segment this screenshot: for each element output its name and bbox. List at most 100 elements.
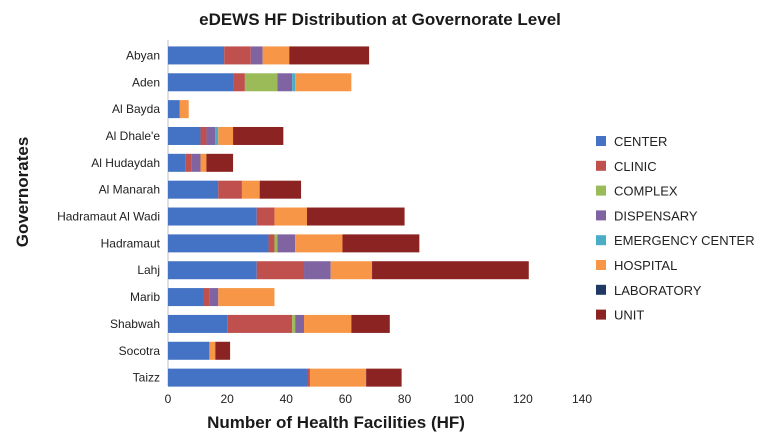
bar-al-manarah-unit (259, 180, 302, 199)
bar-lahj-hospital (330, 261, 373, 280)
bar-abyan-center (168, 46, 225, 65)
category-label-al-bayda: Al Bayda (112, 102, 160, 116)
bar-al-hudaydah-unit (206, 153, 234, 172)
x-tick-40: 40 (280, 392, 294, 406)
bar-al-bayda-hospital (179, 100, 189, 119)
legend-label-complex: COMPLEX (614, 184, 678, 199)
bar-al-hudaydah-clinic (185, 153, 192, 172)
category-label-abyan: Abyan (126, 48, 160, 62)
legend-swatch-hospital (596, 260, 606, 270)
bar-abyan-unit (289, 46, 370, 65)
bar-hadramaut-hospital (295, 234, 343, 253)
legend-label-laboratory: LABORATORY (614, 283, 702, 298)
x-tick-60: 60 (339, 392, 353, 406)
category-label-al-hudaydah: Al Hudaydah (91, 156, 160, 170)
bar-aden-hospital (295, 73, 352, 92)
bar-hadramaut-al-wadi-hospital (274, 207, 307, 226)
bar-hadramaut-unit (342, 234, 420, 253)
bar-hadramaut-center (168, 234, 269, 253)
legend-swatch-clinic (596, 160, 606, 171)
x-axis-title: Number of Health Facilities (HF) (207, 413, 465, 432)
bar-aden-dispensary (277, 73, 293, 92)
bar-abyan-clinic (224, 46, 251, 65)
legend-label-center: CENTER (614, 134, 667, 149)
bar-taizz-unit (366, 368, 402, 387)
bar-abyan-hospital (262, 46, 290, 65)
bar-lahj-dispensary (304, 261, 331, 280)
bar-shabwah-dispensary (295, 314, 305, 333)
category-label-hadramaut: Hadramaut (101, 236, 161, 250)
x-tick-20: 20 (220, 392, 234, 406)
bar-socotra-hospital (209, 341, 216, 360)
bar-lahj-unit (372, 261, 529, 280)
x-tick-140: 140 (572, 392, 592, 406)
bar-al-hudaydah-hospital (200, 153, 207, 172)
bar-al-manarah-hospital (241, 180, 260, 199)
legend: CENTER CLINIC COMPLEX DISPENSARY EMERGENCY C… (596, 134, 755, 323)
bar-marib-center (168, 288, 204, 307)
bar-hadramaut-dispensary (277, 234, 296, 253)
legend-swatch-dispensary (596, 210, 606, 221)
bar-socotra-unit (215, 341, 231, 360)
category-labels: Abyan Aden Al Bayda Al Dhale'e Al Hudaydah Al… (57, 48, 161, 384)
bar-aden-emergency-center (292, 73, 296, 92)
bar-lahj-center (168, 261, 257, 280)
legend-label-emergency-center: EMERGENCY CENTER (614, 233, 755, 248)
bar-abyan-dispensary (250, 46, 263, 65)
bar-shabwah-complex (292, 314, 296, 333)
x-tick-120: 120 (513, 392, 533, 406)
category-label-socotra: Socotra (119, 344, 161, 358)
bar-shabwah-hospital (304, 314, 352, 333)
category-label-al-dhale-e: Al Dhale'e (106, 129, 161, 143)
legend-label-hospital: HOSPITAL (614, 258, 677, 273)
bar-hadramaut-clinic (268, 234, 275, 253)
bar-marib-dispensary (209, 288, 219, 307)
category-label-al-manarah: Al Manarah (99, 183, 160, 197)
x-tick-80: 80 (398, 392, 412, 406)
bar-shabwah-unit (351, 314, 390, 333)
legend-swatch-laboratory (596, 284, 606, 295)
bar-hadramaut-complex (274, 234, 278, 253)
bar-hadramaut-al-wadi-unit (306, 207, 405, 226)
bar-aden-clinic (233, 73, 245, 92)
category-label-aden: Aden (132, 75, 160, 89)
bar-al-dhale-e-emergency-center (215, 126, 219, 145)
bar-al-manarah-center (168, 180, 219, 199)
category-label-taizz: Taizz (133, 371, 160, 385)
bar-al-hudaydah-center (168, 153, 186, 172)
bar-al-dhale-e-dispensary (206, 126, 216, 145)
bar-al-manarah-clinic (218, 180, 242, 199)
legend-swatch-unit (596, 309, 606, 320)
legend-swatch-emergency-center (596, 235, 606, 246)
legend-swatch-center (596, 136, 606, 146)
bar-al-dhale-e-center (168, 126, 201, 145)
bar-marib-hospital (218, 288, 275, 307)
x-tick-labels: 0 20 40 60 80 100 120 140 (165, 392, 593, 406)
bar-lahj-clinic (256, 261, 305, 280)
chart-title: eDEWS HF Distribution at Governorate Lev… (199, 10, 561, 29)
legend-label-unit: UNIT (614, 308, 644, 323)
bar-hadramaut-al-wadi-clinic (256, 207, 275, 226)
bar-al-hudaydah-dispensary (191, 153, 201, 172)
bar-aden-center (168, 73, 234, 92)
y-axis-title: Governorates (13, 137, 32, 248)
bar-aden-complex (244, 73, 278, 92)
bar-al-bayda-center (168, 100, 180, 119)
legend-swatch-complex (596, 185, 606, 196)
category-label-shabwah: Shabwah (110, 317, 160, 331)
bar-shabwah-clinic (227, 314, 293, 333)
category-label-hadramaut-al-wadi: Hadramaut Al Wadi (57, 210, 160, 224)
bar-shabwah-center (168, 314, 228, 333)
bar-socotra-center (168, 341, 210, 360)
legend-label-clinic: CLINIC (614, 159, 657, 174)
bar-taizz-hospital (309, 368, 367, 387)
bar-taizz-clinic (306, 368, 310, 387)
bar-marib-clinic (203, 288, 210, 307)
bar-al-dhale-e-hospital (218, 126, 234, 145)
bar-al-dhale-e-clinic (200, 126, 207, 145)
bar-taizz-center (168, 368, 307, 387)
bar-al-dhale-e-unit (233, 126, 284, 145)
bar-group (168, 46, 529, 387)
x-tick-100: 100 (454, 392, 474, 406)
